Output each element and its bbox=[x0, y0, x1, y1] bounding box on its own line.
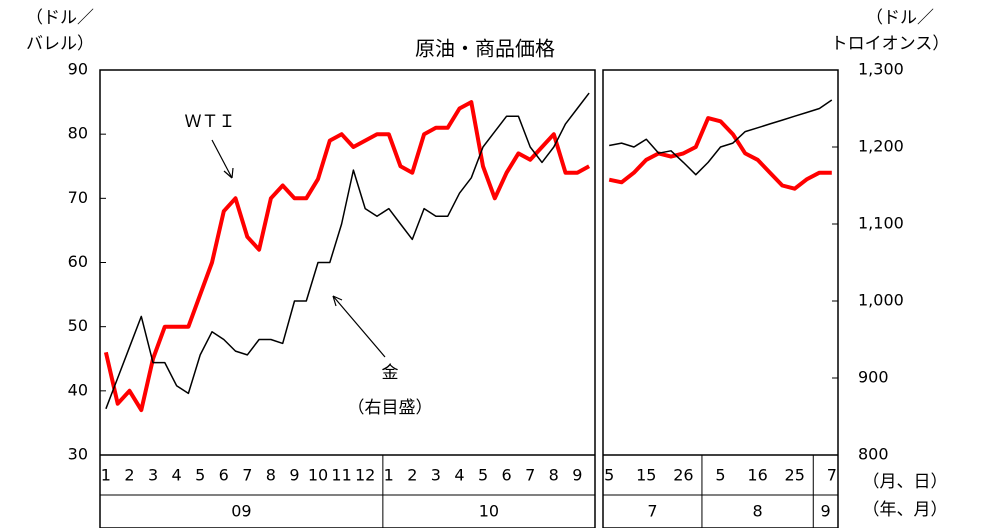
x-axis-label: （年、月） bbox=[863, 500, 948, 520]
y2-tick-label: 1,100 bbox=[858, 214, 904, 233]
y2-axis-label: トロイオンス） bbox=[831, 34, 950, 54]
x-tick-label: 25 bbox=[785, 466, 805, 485]
x-tick-label: 4 bbox=[172, 466, 182, 485]
series-annotation: 金 bbox=[382, 363, 399, 383]
x-group-label: 10 bbox=[479, 502, 499, 521]
y-tick-label: 80 bbox=[68, 124, 88, 143]
y2-tick-label: 1,000 bbox=[858, 291, 904, 310]
x-tick-label: 4 bbox=[454, 466, 464, 485]
y-tick-label: 30 bbox=[68, 445, 88, 464]
x-tick-label: 7 bbox=[827, 466, 837, 485]
x-tick-label: 10 bbox=[308, 466, 328, 485]
y-tick-label: 70 bbox=[68, 188, 88, 207]
x-tick-label: 7 bbox=[242, 466, 252, 485]
x-tick-label: 5 bbox=[715, 466, 725, 485]
y2-tick-label: 1,300 bbox=[858, 60, 904, 79]
x-tick-label: 16 bbox=[747, 466, 767, 485]
annotation-arrow bbox=[211, 139, 233, 179]
x-group-label: 9 bbox=[821, 502, 831, 521]
annotation-arrow-head bbox=[332, 295, 343, 307]
x-tick-label: 5 bbox=[195, 466, 205, 485]
y2-tick-label: 1,200 bbox=[858, 137, 904, 156]
x-tick-label: 11 bbox=[331, 466, 351, 485]
x-tick-label: 15 bbox=[636, 466, 656, 485]
x-tick-label: 6 bbox=[502, 466, 512, 485]
y-tick-label: 60 bbox=[68, 252, 88, 271]
y-axis-label: （ドル／ bbox=[26, 8, 94, 28]
series-line bbox=[609, 99, 833, 176]
x-group-label: 7 bbox=[647, 502, 657, 521]
annotation-arrow bbox=[332, 295, 386, 358]
x-tick-label: 7 bbox=[525, 466, 535, 485]
chart-title: 原油・商品価格 bbox=[415, 37, 555, 61]
plot-frame bbox=[602, 69, 839, 528]
y2-axis-label: （ドル／ bbox=[866, 8, 934, 28]
x-tick-label: 8 bbox=[549, 466, 559, 485]
y-tick-label: 90 bbox=[68, 60, 88, 79]
x-tick-label: 1 bbox=[384, 466, 394, 485]
x-tick-label: 5 bbox=[478, 466, 488, 485]
y-tick-label: 50 bbox=[68, 316, 88, 335]
x-axis-label: （月、日） bbox=[863, 472, 948, 492]
y2-tick-label: 900 bbox=[858, 368, 889, 387]
series-annotation: （右目盛） bbox=[348, 398, 433, 418]
y-tick-label: 40 bbox=[68, 380, 88, 399]
series-line bbox=[105, 92, 590, 410]
x-tick-label: 12 bbox=[355, 466, 375, 485]
x-group-label: 8 bbox=[753, 502, 763, 521]
x-group-label: 09 bbox=[231, 502, 251, 521]
y2-tick-label: 800 bbox=[858, 445, 889, 464]
x-tick-label: 9 bbox=[572, 466, 582, 485]
series-line bbox=[103, 100, 591, 413]
x-tick-label: 3 bbox=[148, 466, 158, 485]
series-annotation: ＷＴＩ bbox=[185, 112, 236, 132]
x-tick-label: 6 bbox=[219, 466, 229, 485]
x-tick-label: 5 bbox=[604, 466, 614, 485]
x-tick-label: 26 bbox=[673, 466, 693, 485]
plot-frame bbox=[99, 69, 596, 528]
x-tick-label: 2 bbox=[124, 466, 134, 485]
y-axis-label: バレル） bbox=[26, 34, 94, 54]
x-tick-label: 2 bbox=[407, 466, 417, 485]
x-tick-label: 3 bbox=[431, 466, 441, 485]
x-tick-label: 9 bbox=[289, 466, 299, 485]
series-line bbox=[608, 116, 832, 191]
annotation-arrow-head bbox=[223, 167, 234, 179]
x-tick-label: 1 bbox=[101, 466, 111, 485]
x-tick-label: 8 bbox=[266, 466, 276, 485]
